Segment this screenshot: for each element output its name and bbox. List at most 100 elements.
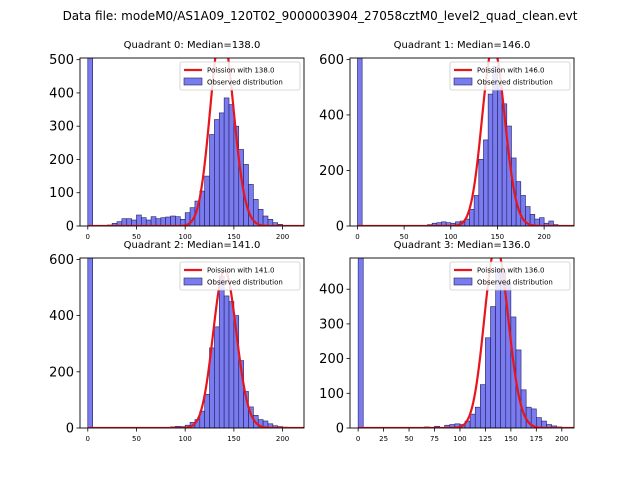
histogram-bar [209, 134, 215, 226]
y-tick-label: 0 [336, 220, 344, 235]
y-tick-label: 400 [319, 283, 344, 298]
x-tick-label: 150 [504, 435, 517, 443]
histogram-bar [150, 216, 157, 226]
histogram-bar [228, 104, 235, 226]
histogram-bar [483, 139, 489, 226]
axes-frame [349, 257, 575, 429]
legend-label-poisson: Poission with 146.0 [477, 67, 545, 75]
x-tick-label: 125 [479, 435, 492, 443]
legend-box [449, 261, 571, 291]
axes-frame [79, 257, 305, 429]
x-tick-label: 100 [444, 233, 457, 241]
x-tick-label: 150 [491, 233, 504, 241]
y-tick-label: 0 [336, 422, 344, 437]
x-tick-label: 50 [132, 233, 141, 241]
legend-bar-swatch [183, 77, 203, 86]
x-tick-label: 50 [400, 233, 409, 241]
histogram-bar [223, 295, 230, 428]
y-tick-label: 400 [49, 86, 74, 101]
chart-panel-3: Quadrant 3: Median=136.0 0 25 50 75 100 125 150… [319, 240, 575, 443]
axes-frame [349, 57, 575, 227]
y-tick-label: 300 [319, 317, 344, 332]
histogram-bar [204, 175, 210, 226]
legend-box [179, 261, 301, 291]
histogram-bar [87, 258, 93, 428]
x-tick-label: 150 [227, 435, 240, 443]
histogram-bar [497, 84, 503, 226]
legend-label-poisson: Poission with 138.0 [207, 67, 275, 75]
y-tick-label: 600 [49, 253, 74, 268]
histogram-bar [141, 217, 147, 226]
histogram-bar [136, 214, 142, 226]
y-tick-label: 400 [49, 309, 74, 324]
x-tick-label: 75 [430, 435, 439, 443]
histogram-bar [495, 268, 501, 428]
histogram-bar [473, 195, 480, 226]
x-tick-label: 50 [405, 435, 414, 443]
histogram-bar [170, 215, 176, 226]
y-tick-label: 200 [49, 153, 74, 168]
x-tick-label: 25 [379, 435, 388, 443]
y-tick-label: 600 [319, 53, 344, 68]
x-tick-label: 175 [530, 435, 543, 443]
y-tick-label: 500 [49, 53, 74, 68]
legend-label-observed: Observed distribution [207, 79, 283, 87]
x-tick-label: 200 [276, 435, 289, 443]
legend-box [449, 61, 571, 91]
bars-group [357, 258, 568, 428]
histogram-bar [223, 97, 230, 226]
chart-panel-2: Quadrant 2: Median=141.0 0 50 100 150 200 0 200… [49, 240, 305, 443]
poisson-curve [87, 58, 304, 226]
x-tick-label: 150 [227, 233, 240, 241]
x-tick-label: 0 [355, 233, 359, 241]
histogram-bar [175, 216, 181, 226]
histogram-bar [228, 301, 235, 428]
legend-bar-swatch [453, 77, 473, 86]
histogram-bar [474, 406, 481, 428]
x-tick-label: 50 [132, 435, 141, 443]
legend-label-observed: Observed distribution [207, 279, 283, 287]
bars-group [87, 258, 293, 428]
y-tick-label: 200 [319, 164, 344, 179]
legend-box [179, 61, 301, 91]
bars-group [87, 58, 288, 226]
y-tick-label: 0 [66, 220, 74, 235]
x-tick-label: 200 [537, 233, 550, 241]
y-tick-label: 400 [319, 108, 344, 123]
y-tick-label: 200 [319, 352, 344, 367]
x-tick-label: 0 [86, 233, 90, 241]
histogram-bar [160, 217, 167, 226]
chart-title: Quadrant 1: Median=146.0 [394, 40, 531, 51]
x-tick-label: 0 [86, 435, 90, 443]
x-tick-label: 100 [453, 435, 466, 443]
charts-area: Quadrant 0: Median=138.0 0 50 100 150 200 0 100… [49, 40, 575, 443]
histogram-bar [357, 58, 363, 226]
y-tick-label: 100 [319, 387, 344, 402]
histogram-bar [87, 58, 93, 226]
legend-label-observed: Observed distribution [477, 79, 553, 87]
x-tick-label: 200 [555, 435, 568, 443]
legend-label-poisson: Poission with 141.0 [207, 267, 275, 275]
x-tick-label: 100 [178, 435, 191, 443]
x-tick-label: 100 [178, 233, 191, 241]
y-tick-label: 200 [49, 365, 74, 380]
histogram-bar [478, 159, 484, 226]
legend-bar-swatch [453, 277, 473, 286]
histogram-bar [165, 216, 171, 226]
histogram-bar [469, 413, 476, 428]
y-tick-label: 100 [49, 186, 74, 201]
chart-title: Quadrant 0: Median=138.0 [124, 40, 261, 51]
histogram-bar [214, 326, 220, 428]
x-tick-label: 200 [276, 233, 289, 241]
x-tick-label: 0 [356, 435, 360, 443]
chart-title: Quadrant 3: Median=136.0 [394, 240, 531, 251]
histogram-bar [487, 93, 494, 226]
chart-panel-1: Quadrant 1: Median=146.0 0 50 100 150 200 0 200… [319, 40, 575, 241]
chart-title: Quadrant 2: Median=141.0 [124, 240, 261, 251]
axes-frame [79, 57, 305, 227]
histogram-bar [218, 112, 225, 226]
histogram-bar [469, 209, 475, 226]
histogram-bar [490, 306, 496, 428]
histogram-bar [485, 337, 491, 428]
figure-suptitle: Data file: modeM0/AS1A09_120T02_90000039… [63, 9, 578, 23]
